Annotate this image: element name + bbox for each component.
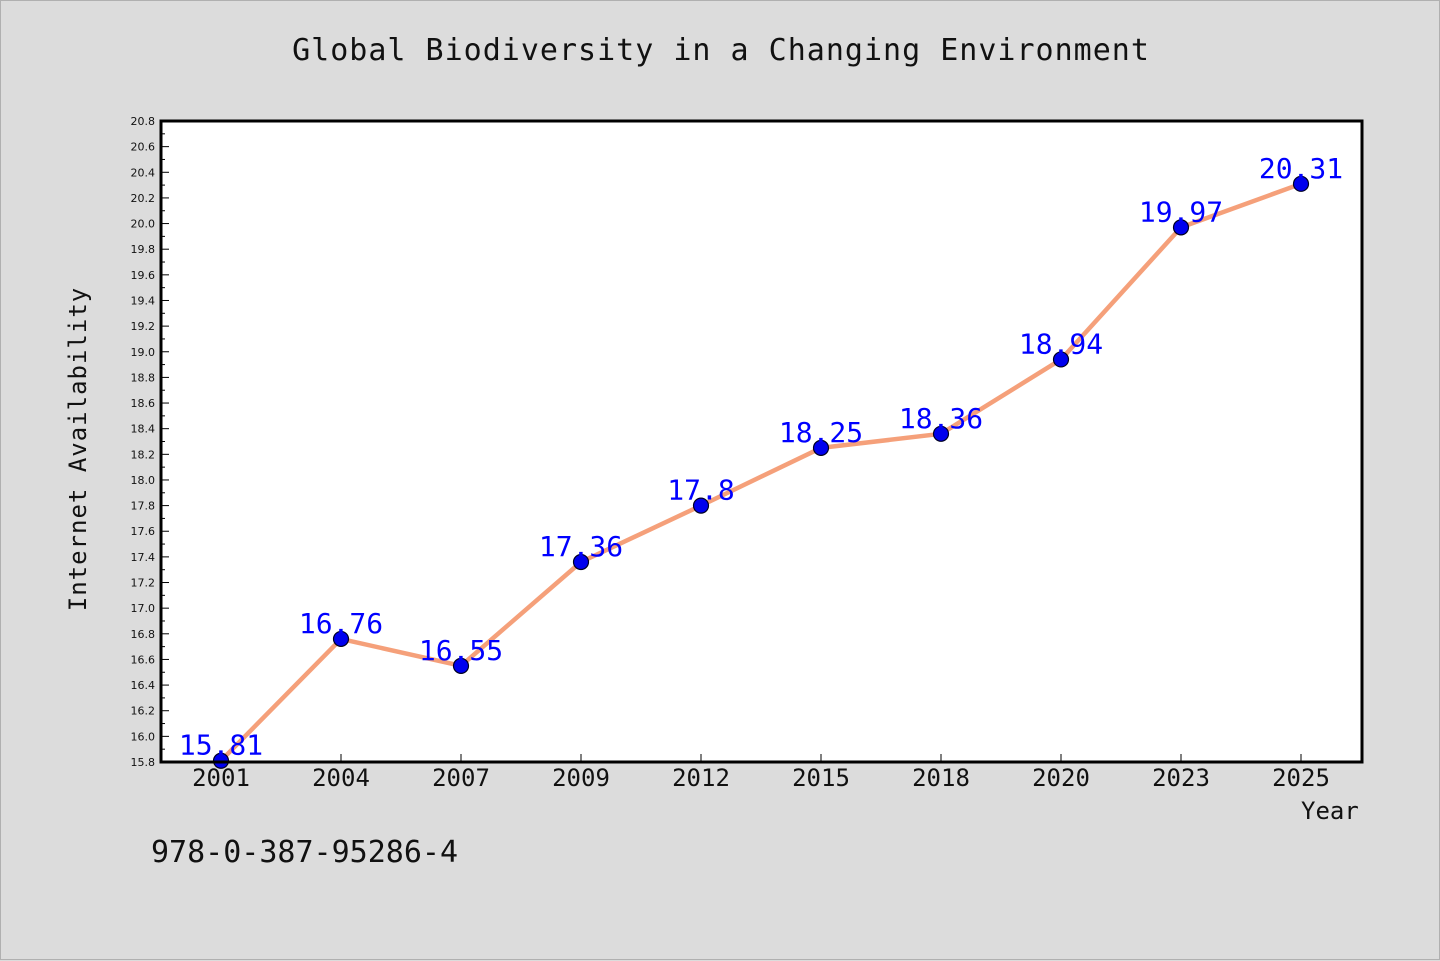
- y-tick-label: 16.6: [131, 653, 156, 666]
- data-label: 17.36: [539, 530, 623, 563]
- isbn-text: 978-0-387-95286-4: [151, 835, 459, 870]
- y-tick-label: 20.4: [131, 166, 156, 179]
- x-tick-label: 2023: [1152, 764, 1210, 792]
- x-tick-label: 2009: [552, 764, 610, 792]
- y-tick-label: 15.8: [131, 756, 156, 769]
- y-tick-label: 17.6: [131, 525, 156, 538]
- data-label: 19.97: [1139, 195, 1223, 228]
- data-label: 18.25: [779, 416, 863, 449]
- data-label: 20.31: [1259, 152, 1343, 185]
- data-point: [812, 439, 830, 457]
- y-tick-label: 18.2: [131, 448, 156, 461]
- y-tick-label: 16.8: [131, 628, 156, 641]
- x-tick-label: 2020: [1032, 764, 1090, 792]
- plot-frame: [159, 119, 1364, 764]
- data-label: 18.94: [1019, 327, 1103, 360]
- x-tick-label: 2004: [312, 764, 370, 792]
- x-tick-label: 2015: [792, 764, 850, 792]
- y-tick-label: 20.0: [131, 218, 156, 231]
- x-tick-label: 2018: [912, 764, 970, 792]
- data-point: [932, 425, 950, 442]
- x-axis-label: Year: [1301, 797, 1359, 825]
- data-label: 16.76: [299, 607, 383, 640]
- y-tick-label: 19.8: [131, 243, 156, 256]
- y-tick-label: 17.8: [131, 500, 156, 513]
- data-point: [1172, 219, 1190, 236]
- y-tick-label: 17.2: [131, 577, 156, 590]
- data-label: 16.55: [419, 634, 503, 667]
- data-label: 18.36: [899, 402, 983, 435]
- y-tick-label: 19.6: [131, 269, 156, 282]
- y-tick-label: 18.4: [131, 423, 156, 436]
- x-tick-label: 2012: [672, 764, 730, 792]
- y-tick-label: 17.0: [131, 602, 156, 615]
- series-line: [218, 181, 1304, 763]
- data-point: [332, 630, 350, 648]
- y-tick-label: 16.0: [131, 730, 156, 743]
- y-tick-label: 20.6: [131, 141, 156, 154]
- y-tick-label: 17.4: [131, 551, 156, 564]
- y-tick-label: 19.2: [131, 320, 156, 333]
- y-tick-label: 16.2: [131, 705, 156, 718]
- y-tick-label: 18.8: [131, 371, 156, 384]
- y-tick-label: 18.6: [131, 397, 156, 410]
- y-tick-label: 20.2: [131, 192, 156, 205]
- data-point: [692, 497, 710, 514]
- data-point: [452, 657, 470, 674]
- chart-title: Global Biodiversity in a Changing Enviro…: [292, 33, 1150, 68]
- plot-area: [161, 121, 1362, 762]
- x-tick-label: 2007: [432, 764, 490, 792]
- data-label: 17.8: [667, 474, 734, 507]
- y-tick-label: 19.4: [131, 294, 156, 307]
- y-tick-label: 18.0: [131, 474, 156, 487]
- y-tick-label: 19.0: [131, 346, 156, 359]
- data-point: [1292, 175, 1310, 192]
- y-tick-label: 16.4: [131, 679, 156, 692]
- data-label: 15.81: [179, 729, 263, 762]
- y-tick-label: 20.8: [131, 115, 156, 128]
- data-point: [572, 553, 590, 571]
- data-point: [1052, 351, 1070, 368]
- x-tick-label: 2025: [1272, 764, 1330, 792]
